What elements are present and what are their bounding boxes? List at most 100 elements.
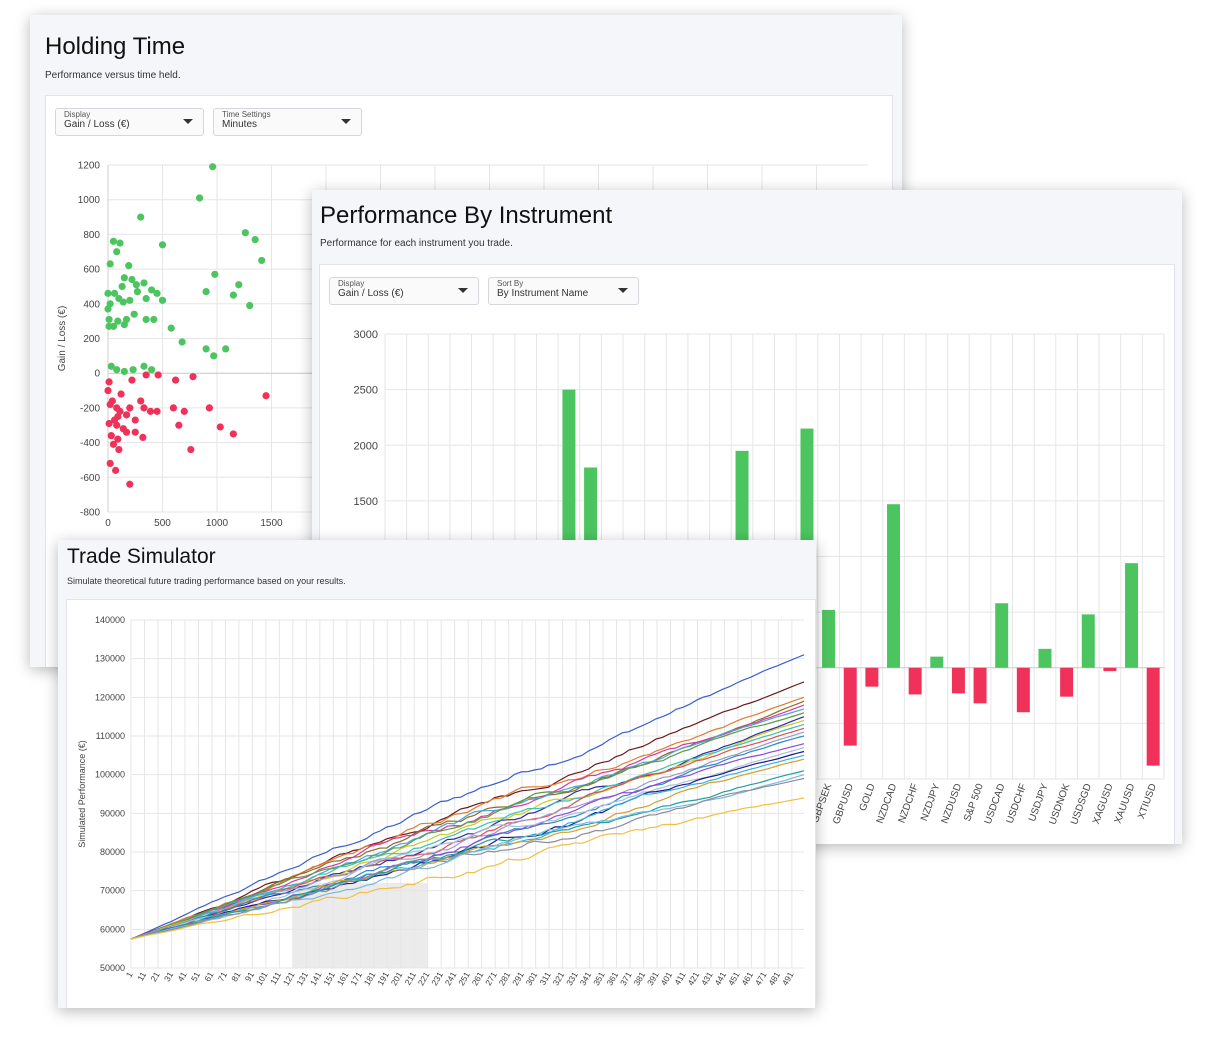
scatter-point (140, 362, 148, 370)
scatter-point (178, 338, 186, 346)
y-tick-label: -200 (80, 403, 100, 414)
x-tick-label: 261 (470, 970, 486, 988)
instrument-display-label: Display (338, 279, 365, 288)
x-tick-label: 21 (148, 970, 162, 983)
y-tick-label: 130000 (95, 654, 125, 664)
bar (995, 603, 1009, 668)
scatter-point (211, 270, 219, 278)
x-tick-label: 451 (726, 970, 742, 988)
sort-by-select[interactable]: Sort By By Instrument Name (488, 277, 639, 305)
time-settings-label: Time Settings (222, 110, 271, 119)
x-tick-label: 211 (403, 970, 419, 987)
bar (1038, 648, 1052, 668)
scatter-point (120, 367, 128, 376)
scatter-point (105, 378, 113, 386)
holding-time-subtitle: Performance versus time held. (45, 70, 181, 81)
chevron-down-icon (341, 119, 351, 124)
bar (1103, 667, 1117, 672)
x-tick-label: USDJPY (1027, 782, 1051, 823)
bar (822, 609, 836, 668)
x-tick-label: 161 (335, 970, 351, 988)
bar (1016, 667, 1030, 713)
x-tick-label: XAUUSD (1113, 782, 1138, 825)
scatter-point (189, 373, 197, 381)
scatter-point (128, 275, 136, 284)
scatter-point (158, 296, 167, 304)
simulation-line (130, 774, 805, 940)
y-tick-label: 120000 (95, 692, 125, 702)
x-tick-label: 391 (645, 970, 661, 988)
scatter-point (126, 404, 134, 412)
scatter-point (202, 345, 210, 353)
x-tick-label: XTIUSD (1136, 782, 1159, 820)
x-tick-label: 81 (229, 970, 243, 983)
scatter-point (171, 376, 180, 384)
y-axis-label: Simulated Performance (€) (77, 740, 87, 848)
scatter-point (120, 321, 128, 329)
scatter-point (210, 352, 218, 360)
scatter-point (113, 248, 121, 256)
x-tick-label: 171 (348, 970, 364, 988)
time-settings-value: Minutes (222, 119, 258, 130)
scatter-point (139, 433, 147, 441)
y-tick-label: 2500 (354, 385, 378, 397)
x-tick-label: 141 (308, 970, 324, 988)
instrument-display-value: Gain / Loss (€) (338, 288, 404, 299)
scatter-point (229, 291, 237, 299)
scatter-point (133, 288, 142, 296)
bar (843, 667, 857, 746)
x-tick-label: 61 (202, 970, 216, 983)
simulation-line (130, 797, 805, 940)
x-tick-label: 221 (416, 970, 432, 988)
scatter-point (140, 404, 148, 412)
time-settings-select[interactable]: Time Settings Minutes (213, 108, 362, 136)
scatter-point (153, 407, 161, 415)
x-tick-label: USDNOK (1047, 782, 1072, 826)
simulation-line (130, 681, 805, 940)
x-tick-label: 251 (456, 970, 472, 988)
bar (1081, 614, 1095, 668)
x-tick-label: 281 (497, 970, 513, 988)
bar (951, 667, 965, 694)
x-tick-label: USDSGD (1069, 782, 1094, 826)
display-select[interactable]: Display Gain / Loss (€) (55, 108, 204, 136)
y-tick-label: 140000 (95, 615, 125, 625)
instrument-title: Performance By Instrument (320, 202, 613, 229)
y-tick-label: 90000 (100, 808, 125, 818)
scatter-point (235, 281, 243, 289)
simulation-line (130, 719, 805, 940)
y-tick-label: 1200 (78, 161, 101, 172)
scatter-point (187, 445, 195, 454)
y-tick-label: 2000 (354, 440, 378, 452)
x-tick-label: 11 (135, 970, 148, 983)
scatter-point (148, 366, 156, 374)
simulation-line (130, 712, 805, 940)
simulator-subtitle: Simulate theoretical future trading perf… (67, 576, 346, 586)
scatter-point (107, 432, 115, 440)
x-tick-label: USDCAD (983, 782, 1008, 825)
scatter-point (209, 163, 217, 171)
x-tick-label: 31 (162, 970, 176, 983)
x-tick-label: 381 (631, 970, 647, 988)
scatter-point (104, 386, 112, 395)
scatter-point (113, 366, 121, 374)
scatter-point (128, 376, 136, 384)
scatter-point (106, 400, 114, 409)
x-tick-label: 321 (551, 970, 567, 988)
chevron-down-icon (618, 288, 628, 293)
x-tick-label: 91 (243, 970, 257, 983)
y-tick-label: 600 (83, 265, 100, 276)
x-tick-label: 411 (672, 970, 688, 987)
y-tick-label: 0 (94, 369, 100, 380)
scatter-point (131, 428, 139, 436)
scatter-point (180, 407, 188, 415)
x-tick-label: 471 (753, 970, 769, 988)
x-tick-label: 361 (605, 970, 621, 988)
simulation-line (130, 708, 805, 940)
scatter-point (105, 419, 113, 428)
y-tick-label: 1000 (78, 195, 101, 206)
instrument-display-select[interactable]: Display Gain / Loss (€) (329, 277, 479, 305)
y-tick-label: 70000 (100, 886, 125, 896)
x-tick-label: 111 (268, 970, 283, 986)
scatter-point (158, 241, 167, 249)
